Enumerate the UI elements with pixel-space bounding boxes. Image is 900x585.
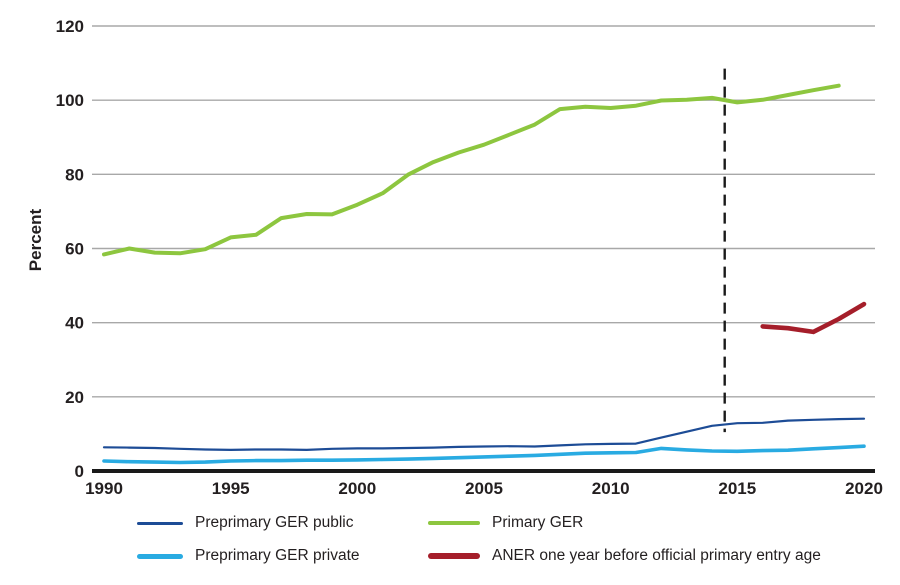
- y-tick-label-0: 0: [75, 462, 84, 481]
- series-line-primary-ger: [102, 83, 841, 257]
- x-tick-label-2010: 2010: [592, 479, 630, 498]
- y-tick-label-60: 60: [65, 240, 84, 259]
- legend-label-aner: ANER one year before official primary en…: [492, 547, 821, 564]
- x-tick-label-2005: 2005: [465, 479, 503, 498]
- y-tick-label-80: 80: [65, 165, 84, 184]
- x-tick-label-1995: 1995: [212, 479, 250, 498]
- legend-swatch-preprimary-ger-private: [137, 553, 183, 559]
- legend-label-preprimary-ger-private: Preprimary GER private: [195, 547, 360, 564]
- line-chart-canvas: 0 20 40 60 80 100 120 1990 1995 2000 2005 2010 2015 2…: [56, 17, 883, 498]
- series-line-preprimary-ger-private: [102, 444, 866, 465]
- x-tick-label-1990: 1990: [85, 479, 123, 498]
- legend-swatch-primary-ger: [428, 520, 480, 526]
- legend-item-preprimary-ger-private: Preprimary GER private: [137, 546, 360, 566]
- y-tick-label-20: 20: [65, 388, 84, 407]
- y-tick-label-40: 40: [65, 314, 84, 333]
- x-tick-label-2000: 2000: [338, 479, 376, 498]
- series-line-preprimary-ger-public: [102, 417, 866, 451]
- x-tick-label-2015: 2015: [718, 479, 756, 498]
- legend-item-primary-ger: Primary GER: [428, 513, 583, 533]
- legend-item-preprimary-ger-public: Preprimary GER public: [137, 513, 354, 533]
- y-tick-label-100: 100: [56, 91, 84, 110]
- y-axis-title: Percent: [26, 208, 45, 272]
- legend-label-preprimary-ger-public: Preprimary GER public: [195, 514, 354, 531]
- x-tick-label-2020: 2020: [845, 479, 883, 498]
- series-line-aner-one-year-before-official-primary-entry-age: [760, 301, 867, 335]
- legend-item-aner: ANER one year before official primary en…: [428, 546, 821, 566]
- legend-label-primary-ger: Primary GER: [492, 514, 584, 531]
- y-tick-label-120: 120: [56, 17, 84, 36]
- legend-swatch-aner: [428, 553, 480, 559]
- legend-swatch-preprimary-ger-public: [137, 521, 183, 525]
